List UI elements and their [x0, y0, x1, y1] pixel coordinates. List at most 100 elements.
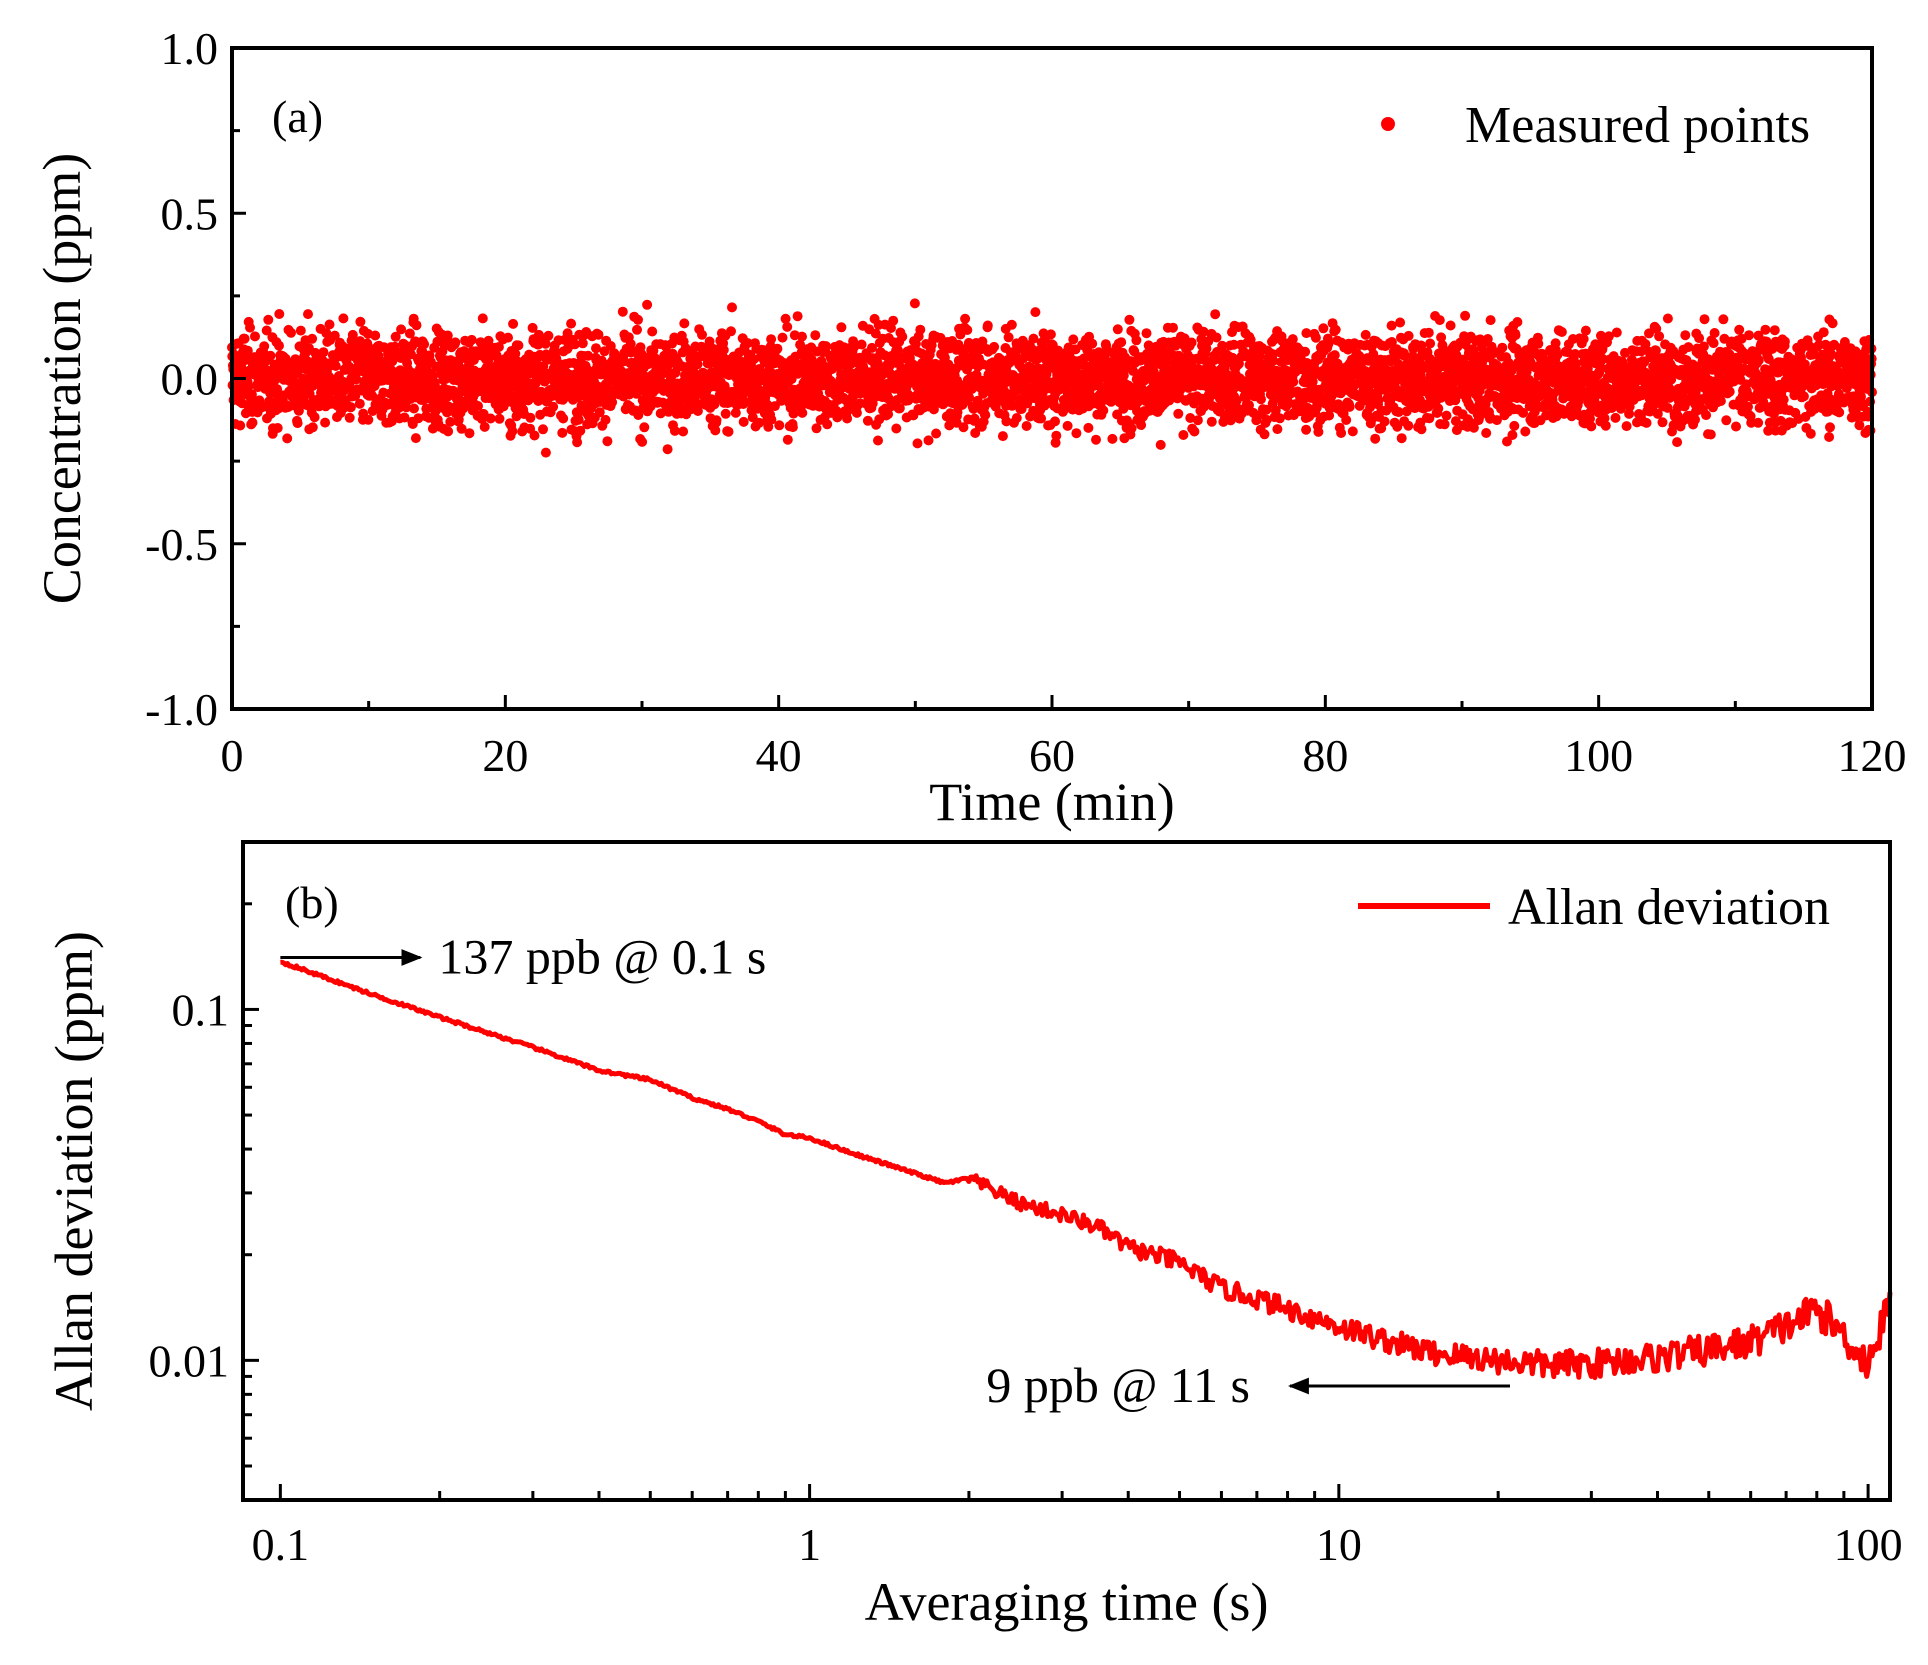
data-point — [1386, 320, 1397, 331]
data-point — [1288, 376, 1299, 387]
data-point — [1344, 401, 1355, 412]
data-point — [473, 401, 483, 411]
data-point — [511, 355, 522, 366]
measured-points-series — [227, 298, 1877, 458]
data-point — [1211, 332, 1222, 343]
data-point — [410, 433, 421, 444]
data-point — [456, 423, 467, 434]
data-point — [413, 413, 424, 424]
data-point — [856, 339, 867, 350]
data-point — [1368, 349, 1379, 360]
data-point — [1083, 422, 1094, 433]
data-point — [235, 420, 246, 431]
data-point — [1753, 355, 1764, 366]
data-point — [719, 381, 730, 392]
data-point — [404, 328, 415, 339]
data-point — [1701, 410, 1712, 421]
data-point — [401, 402, 412, 413]
data-point — [320, 417, 331, 428]
data-point — [766, 414, 777, 425]
data-point — [797, 331, 807, 342]
data-point — [639, 422, 650, 433]
data-point — [1481, 428, 1492, 438]
data-point — [1217, 340, 1228, 351]
data-point — [1640, 339, 1651, 350]
data-point — [1434, 315, 1445, 326]
data-point — [1132, 397, 1143, 408]
data-point — [720, 408, 731, 419]
data-point — [1028, 333, 1039, 344]
data-point — [1510, 330, 1521, 341]
data-point — [822, 419, 833, 430]
data-point — [1533, 338, 1544, 349]
data-point — [909, 298, 920, 309]
data-point — [1721, 415, 1732, 426]
data-point — [923, 435, 934, 446]
data-point — [1460, 310, 1471, 321]
data-point — [617, 306, 628, 317]
data-point — [782, 321, 793, 332]
data-point — [1734, 324, 1745, 335]
data-point — [1170, 340, 1181, 351]
data-point — [862, 415, 873, 426]
data-point — [1209, 354, 1220, 365]
data-point — [1261, 414, 1272, 425]
data-point — [647, 326, 658, 337]
data-point — [1168, 322, 1178, 333]
data-point — [1270, 405, 1281, 416]
data-point — [1654, 331, 1665, 342]
data-point — [485, 413, 496, 424]
data-point — [1392, 421, 1403, 432]
data-point — [1186, 337, 1197, 348]
data-point — [989, 341, 1000, 352]
data-point — [1006, 319, 1017, 330]
data-point — [445, 416, 456, 427]
data-point — [1657, 417, 1668, 428]
data-point — [569, 339, 580, 350]
data-point — [594, 407, 605, 418]
data-point — [1715, 396, 1726, 406]
data-point — [309, 412, 320, 423]
data-point — [247, 417, 258, 428]
data-point — [289, 377, 300, 388]
data-point — [821, 341, 831, 352]
data-point — [1323, 338, 1334, 349]
data-point — [997, 431, 1008, 442]
data-point — [1485, 315, 1496, 326]
data-point — [572, 437, 583, 448]
data-point — [787, 422, 798, 433]
data-point — [430, 406, 441, 417]
data-point — [788, 408, 799, 419]
data-point — [1760, 324, 1771, 335]
data-point — [282, 433, 293, 444]
data-point — [1256, 394, 1266, 405]
data-point — [891, 423, 902, 434]
data-point — [754, 417, 765, 428]
data-point — [727, 302, 737, 313]
data-point — [507, 426, 518, 437]
data-point — [329, 330, 340, 341]
data-point — [1763, 425, 1774, 436]
data-point — [697, 329, 707, 340]
data-point — [1709, 328, 1720, 338]
data-point — [633, 410, 644, 420]
data-point — [1071, 428, 1082, 439]
data-point — [1001, 416, 1012, 427]
data-point — [912, 438, 923, 449]
data-point — [1161, 355, 1172, 366]
data-point — [792, 311, 803, 322]
data-point — [1206, 416, 1217, 427]
data-point — [1274, 413, 1285, 424]
data-point — [274, 340, 284, 351]
data-point — [972, 395, 983, 406]
data-point — [633, 314, 643, 325]
data-point — [1512, 317, 1523, 327]
data-point — [318, 347, 329, 358]
data-point — [811, 423, 822, 434]
data-point — [577, 338, 588, 349]
data-point — [529, 430, 540, 441]
data-point — [573, 414, 584, 425]
data-point — [1585, 406, 1596, 417]
